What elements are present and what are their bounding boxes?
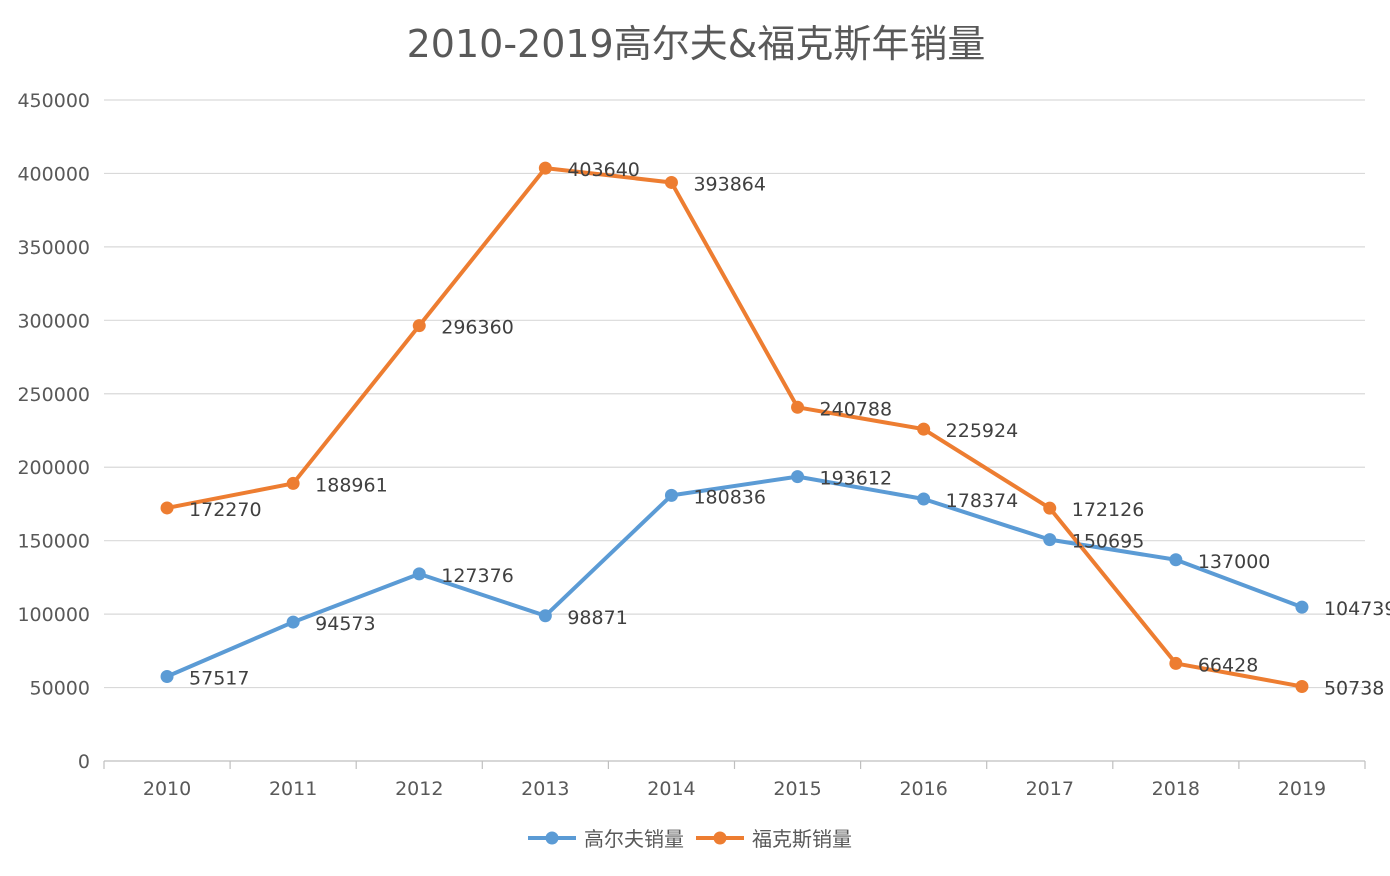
y-tick-label: 0 (78, 751, 90, 773)
data-point (917, 492, 931, 506)
data-label: 296360 (441, 317, 514, 339)
data-label: 150695 (1072, 531, 1145, 553)
data-label: 403640 (567, 159, 640, 181)
data-point (160, 670, 174, 684)
y-tick-label: 100000 (17, 604, 90, 626)
data-label: 127376 (441, 565, 514, 587)
data-point (412, 567, 426, 581)
data-label: 98871 (567, 607, 627, 629)
data-label: 137000 (1198, 551, 1271, 573)
data-label: 172126 (1072, 499, 1145, 521)
x-tick-label: 2013 (521, 778, 569, 800)
legend: 高尔夫销量 福克斯销量 (528, 827, 852, 851)
data-label: 225924 (946, 420, 1019, 442)
data-point (1043, 533, 1057, 547)
x-tick-label: 2010 (143, 778, 191, 800)
data-point (1295, 600, 1309, 614)
data-label: 172270 (189, 499, 262, 521)
data-point (538, 161, 552, 175)
data-labels: 57517 94573 127376 98871 180836 193612 178374 1… (189, 159, 1390, 699)
series-lines (160, 161, 1309, 693)
y-tick-label: 450000 (17, 90, 90, 112)
legend-marker-1 (713, 831, 727, 845)
y-tick-label: 350000 (17, 237, 90, 259)
data-point (286, 615, 300, 629)
data-label: 66428 (1198, 654, 1258, 676)
data-label: 50738 (1324, 677, 1384, 699)
data-point (412, 319, 426, 333)
data-label: 193612 (820, 468, 893, 490)
data-point (791, 470, 805, 484)
data-point (1169, 656, 1183, 670)
x-tick-label: 2011 (269, 778, 317, 800)
data-point (917, 422, 931, 436)
data-point (664, 488, 678, 502)
x-tick-label: 2019 (1278, 778, 1326, 800)
data-label: 178374 (946, 490, 1019, 512)
chart-title: 2010-2019高尔夫&福克斯年销量 (407, 22, 986, 66)
y-tick-label: 150000 (17, 531, 90, 553)
data-point (1295, 679, 1309, 693)
data-label: 94573 (315, 613, 375, 635)
x-tick-label: 2017 (1026, 778, 1074, 800)
data-point (538, 609, 552, 623)
series-line-1 (165, 166, 1304, 689)
data-label: 240788 (820, 398, 893, 420)
x-tick-label: 2012 (395, 778, 443, 800)
data-point (664, 175, 678, 189)
data-point (160, 501, 174, 515)
data-point (1169, 553, 1183, 567)
y-tick-label: 400000 (17, 163, 90, 185)
legend-label-0: 高尔夫销量 (584, 827, 684, 851)
y-tick-label: 50000 (30, 678, 90, 700)
axes: 0 50000 100000 150000 200000 250000 300000 3500… (17, 90, 1366, 800)
data-label: 57517 (189, 668, 249, 690)
x-tick-label: 2015 (773, 778, 821, 800)
series-line-0 (165, 474, 1304, 679)
x-tick-label: 2014 (647, 778, 695, 800)
data-label: 393864 (693, 173, 766, 195)
y-tick-label: 300000 (17, 310, 90, 332)
data-point (286, 476, 300, 490)
data-label: 104739 (1324, 598, 1390, 620)
legend-marker-0 (545, 831, 559, 845)
data-label: 180836 (693, 486, 766, 508)
x-tick-label: 2018 (1152, 778, 1200, 800)
legend-label-1: 福克斯销量 (752, 827, 852, 851)
y-tick-label: 250000 (17, 384, 90, 406)
data-point (791, 400, 805, 414)
y-tick-label: 200000 (17, 457, 90, 479)
x-tick-label: 2016 (899, 778, 947, 800)
data-point (1043, 501, 1057, 515)
data-label: 188961 (315, 474, 388, 496)
